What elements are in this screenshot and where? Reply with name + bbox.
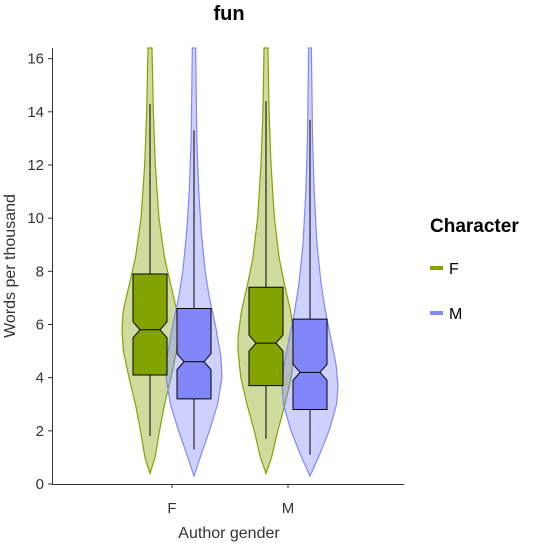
legend-label-f: F <box>449 261 459 278</box>
y-tick-label: 14 <box>27 104 44 121</box>
y-tick-label: 12 <box>27 157 44 174</box>
legend-title: Character <box>430 216 519 237</box>
box-m-in-f <box>176 308 212 400</box>
x-tick-label: M <box>282 500 295 517</box>
x-axis-title: Author gender <box>178 525 280 542</box>
y-tick-label: 0 <box>36 476 44 493</box>
x-tick-label: F <box>167 500 176 517</box>
box-m-in-m <box>292 318 328 411</box>
y-tick-label: 10 <box>27 210 44 227</box>
y-tick-label: 2 <box>36 423 44 440</box>
box-f-in-m <box>248 286 284 387</box>
legend-label-m: M <box>449 306 462 323</box>
y-ticks: 0 2 4 6 8 10 12 14 16 <box>27 51 52 493</box>
y-tick-label: 4 <box>36 370 44 387</box>
legend: Character FM <box>430 216 519 323</box>
box-f-in-f <box>132 273 168 376</box>
legend-items: FM <box>430 261 462 323</box>
y-tick-label: 6 <box>36 316 44 333</box>
y-axis-title: Words per thousand <box>2 194 19 338</box>
violins-layer <box>121 47 339 478</box>
boxes-layer <box>132 101 328 455</box>
y-tick-label: 8 <box>36 263 44 280</box>
y-tick-label: 16 <box>27 51 44 68</box>
chart-title: fun <box>213 3 244 25</box>
plot-area <box>121 47 339 478</box>
